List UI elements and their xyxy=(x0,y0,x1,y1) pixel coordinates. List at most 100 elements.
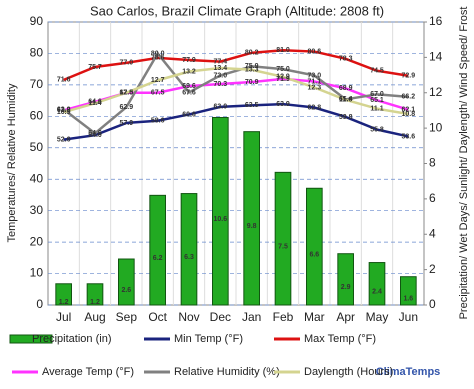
bar xyxy=(55,283,72,306)
y-tick-label: 40 xyxy=(30,171,44,185)
legend-label: Max Temp (°F) xyxy=(304,333,376,345)
x-tick-label: Aug xyxy=(84,310,105,324)
value-label: 61.9 xyxy=(57,107,71,114)
x-tick-label: Oct xyxy=(148,310,167,324)
value-label: 1.2 xyxy=(90,299,100,306)
value-label: 11.6 xyxy=(339,97,352,104)
value-label: 69.6 xyxy=(182,83,196,90)
value-label: 57.9 xyxy=(120,120,134,127)
x-tick-label: Jul xyxy=(56,310,71,324)
y-tick-label: 30 xyxy=(30,203,44,217)
value-label: 63.5 xyxy=(245,102,259,109)
value-label: 71.6 xyxy=(57,77,71,84)
y-tick-label: 0 xyxy=(36,297,43,311)
value-label: 62.8 xyxy=(308,104,322,111)
x-tick-label: Nov xyxy=(178,310,199,324)
x-tick-label: Apr xyxy=(336,310,355,324)
bar xyxy=(212,117,229,306)
value-label: 12.9 xyxy=(276,74,290,81)
value-label: 70.3 xyxy=(214,81,228,88)
value-label: 80.6 xyxy=(308,48,322,55)
y2-tick-label: 2 xyxy=(429,262,436,276)
chart-title: Sao Carlos, Brazil Climate Graph (Altitu… xyxy=(90,3,384,18)
value-label: 77.9 xyxy=(182,57,196,64)
value-label: 55.8 xyxy=(370,126,384,133)
y2-tick-label: 16 xyxy=(429,14,443,28)
legend-label: Precipitation (in) xyxy=(32,333,111,345)
value-label: 1.2 xyxy=(59,299,69,306)
y-tick-label: 20 xyxy=(30,234,44,248)
value-label: 11.1 xyxy=(370,106,383,113)
value-label: 80.0 xyxy=(151,50,165,57)
y2-tick-label: 6 xyxy=(429,191,436,205)
bar xyxy=(337,253,355,306)
value-label: 67.5 xyxy=(151,90,165,97)
legend-label: Daylength (Hours) xyxy=(304,366,393,378)
y-axis-label: Temperatures/ Relative Humidity xyxy=(6,83,18,242)
value-label: 63.0 xyxy=(214,104,228,111)
line xyxy=(63,66,409,116)
legend-label: Average Temp (°F) xyxy=(42,366,134,378)
line xyxy=(63,102,409,141)
value-label: 75.0 xyxy=(276,66,290,73)
value-label: 70.9 xyxy=(245,79,259,86)
y-tick-label: 90 xyxy=(30,14,44,28)
legend-label: Relative Humidity (%) xyxy=(174,366,280,378)
value-label: 77.0 xyxy=(120,60,134,67)
value-label: 10.8 xyxy=(402,111,416,118)
value-label: 9.8 xyxy=(247,223,257,230)
value-label: 12.3 xyxy=(308,84,322,91)
value-label: 7.5 xyxy=(278,244,288,251)
y2-tick-label: 0 xyxy=(429,297,436,311)
value-label: 78.3 xyxy=(339,56,353,63)
value-label: 52.6 xyxy=(57,136,71,143)
value-label: 2.4 xyxy=(372,289,382,296)
bar xyxy=(243,131,260,306)
bar xyxy=(306,187,323,306)
value-label: 66.2 xyxy=(402,94,416,101)
y2-tick-label: 12 xyxy=(429,85,443,99)
value-label: 10.9 xyxy=(57,109,71,116)
y2-tick-label: 8 xyxy=(429,156,436,170)
bar xyxy=(274,171,292,306)
value-label: 59.8 xyxy=(339,114,353,121)
value-label: 13.4 xyxy=(214,65,228,72)
value-label: 6.3 xyxy=(184,254,194,261)
y2-tick-label: 4 xyxy=(429,226,436,240)
value-label: 75.9 xyxy=(245,63,259,70)
value-label: 80.2 xyxy=(245,50,259,57)
value-label: 2.9 xyxy=(341,284,351,291)
value-label: 81.0 xyxy=(276,47,290,54)
value-label: 11.4 xyxy=(88,100,101,107)
value-label: 77.4 xyxy=(214,58,228,65)
value-label: 65.4 xyxy=(339,96,353,103)
value-label: 12.7 xyxy=(151,77,165,84)
value-label: 53.6 xyxy=(402,133,416,140)
x-tick-label: Jan xyxy=(242,310,261,324)
x-tick-label: Sep xyxy=(116,310,138,324)
value-label: 62.1 xyxy=(402,107,416,114)
bar xyxy=(118,258,135,306)
value-label: 62.9 xyxy=(120,104,134,111)
y2-axis-label: Precipitation/ Wet Days/ Sunlight/ Dayle… xyxy=(458,7,470,320)
value-label: 54.0 xyxy=(88,132,102,139)
y-tick-label: 10 xyxy=(30,266,44,280)
bar xyxy=(86,283,104,306)
value-label: 1.6 xyxy=(403,296,413,303)
value-label: 78.6 xyxy=(151,55,165,62)
x-tick-label: Jun xyxy=(399,310,418,324)
y-tick-label: 50 xyxy=(30,140,44,154)
x-tick-label: Mar xyxy=(304,310,325,324)
value-label: 54.6 xyxy=(88,130,102,137)
value-label: 12.0 xyxy=(120,90,134,97)
bar xyxy=(368,262,386,306)
value-label: 73.0 xyxy=(308,72,322,79)
value-label: 72.9 xyxy=(402,73,416,80)
bar xyxy=(180,193,198,306)
x-tick-label: Dec xyxy=(210,310,231,324)
value-label: 10.6 xyxy=(214,216,228,223)
value-label: 64.6 xyxy=(88,99,102,106)
value-label: 74.5 xyxy=(370,68,384,75)
line xyxy=(62,51,409,135)
